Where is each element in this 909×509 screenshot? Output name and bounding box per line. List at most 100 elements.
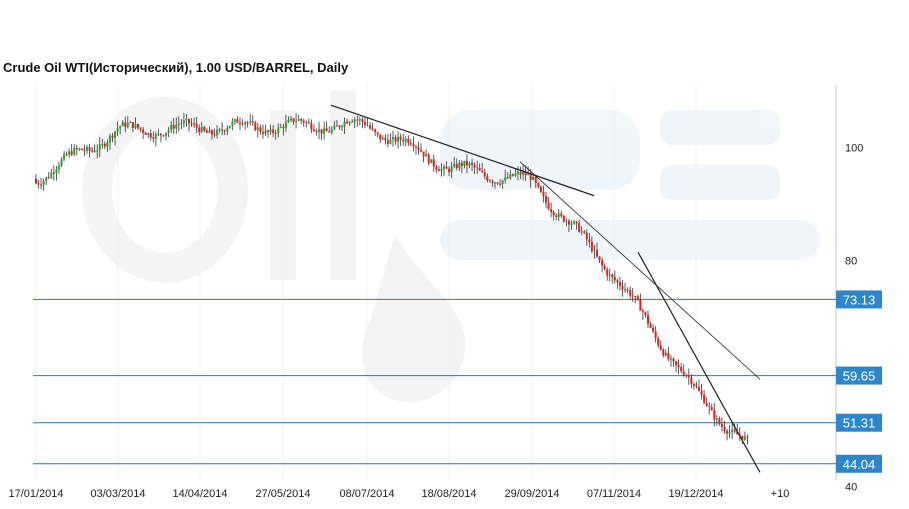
candle-body	[203, 127, 206, 131]
candle-body	[593, 250, 596, 252]
candle-body	[328, 131, 331, 133]
candle-body	[715, 418, 718, 420]
candle-body	[55, 169, 58, 174]
candle-body	[473, 164, 476, 168]
candle-body	[241, 123, 244, 125]
candle-body	[654, 331, 657, 339]
candle-body	[675, 361, 678, 366]
candle-body	[333, 125, 336, 130]
candle-body	[369, 125, 372, 129]
candle-body	[598, 256, 601, 261]
candle-body	[504, 177, 507, 181]
candle-body	[165, 132, 168, 136]
candle-body	[131, 122, 134, 128]
candle-body	[305, 122, 308, 124]
candle-body	[159, 133, 162, 136]
x-tick-label: 08/07/2014	[339, 488, 394, 500]
chart-title: Crude Oil WTI(Исторический), 1.00 USD/BA…	[3, 60, 349, 75]
candle-body	[254, 122, 257, 131]
candle-body	[216, 129, 219, 136]
candle-body	[343, 121, 346, 127]
candle-body	[346, 121, 349, 124]
candle-body	[703, 394, 706, 404]
candle-body	[437, 169, 440, 172]
grid	[35, 85, 697, 480]
y-tick-label: 100	[845, 143, 863, 155]
candle-body	[585, 232, 588, 240]
candle-body	[259, 127, 262, 132]
candle-body	[509, 174, 512, 179]
candle-body	[440, 168, 443, 172]
y-axis-ticks: 100 80 40	[845, 143, 863, 494]
watermark-logo	[82, 90, 820, 403]
candle-body	[460, 162, 463, 166]
candle-body	[277, 127, 280, 134]
candle-body	[170, 125, 173, 131]
candle-body	[124, 122, 127, 127]
candle-body	[542, 192, 545, 197]
candle-body	[300, 119, 303, 121]
candle-body	[427, 154, 430, 164]
candle-body	[486, 176, 489, 181]
candle-body	[200, 127, 203, 132]
candle-body	[80, 148, 83, 151]
candle-body	[618, 282, 621, 287]
candle-body	[404, 138, 407, 142]
candles	[35, 112, 749, 445]
candle-body	[149, 133, 152, 138]
level-badge	[836, 366, 882, 385]
candle-body	[114, 131, 117, 138]
candle-body	[290, 118, 292, 120]
candle-body	[463, 160, 466, 166]
candle-body	[575, 221, 578, 224]
candle-body	[453, 163, 456, 167]
candle-body	[399, 136, 402, 140]
candle-body	[698, 387, 700, 391]
candle-body	[93, 150, 96, 152]
candle-body	[68, 151, 71, 155]
candle-body	[692, 383, 695, 386]
y-tick-label: 40	[845, 482, 857, 494]
candle-body	[746, 436, 749, 438]
candle-body	[465, 160, 468, 166]
candle-body	[718, 418, 721, 424]
candle-body	[631, 295, 634, 297]
candle-body	[98, 144, 101, 151]
candle-body	[348, 121, 351, 124]
candle-body	[152, 137, 155, 139]
candle-body	[720, 423, 723, 427]
candle-body	[236, 119, 239, 124]
candle-body	[565, 220, 568, 222]
candle-body	[435, 166, 438, 170]
candle-body	[256, 127, 259, 131]
candle-body	[261, 131, 264, 134]
candle-body	[376, 132, 379, 135]
candle-body	[108, 135, 111, 143]
x-tick-label: 07/11/2014	[587, 488, 641, 500]
candle-body	[432, 159, 435, 167]
candle-body	[190, 123, 193, 125]
candle-body	[547, 202, 550, 209]
candle-body	[147, 133, 150, 136]
trendlines	[330, 104, 761, 473]
candle-body	[244, 122, 247, 125]
candle-body	[101, 143, 104, 145]
candle-body	[629, 289, 632, 296]
candle-body	[358, 119, 361, 121]
candle-body	[103, 143, 106, 147]
candle-body	[468, 163, 471, 166]
candle-body	[210, 130, 213, 135]
candle-body	[249, 121, 252, 123]
candle-body	[417, 147, 420, 150]
candle-body	[83, 150, 86, 152]
candle-body	[274, 132, 277, 134]
candle-body	[458, 162, 461, 168]
candle-body	[445, 166, 448, 169]
candle-body	[659, 345, 662, 350]
candle-body	[636, 296, 639, 300]
candle-body	[302, 120, 305, 123]
candle-body	[649, 323, 652, 328]
candle-body	[567, 220, 570, 225]
candle-body	[710, 406, 713, 411]
